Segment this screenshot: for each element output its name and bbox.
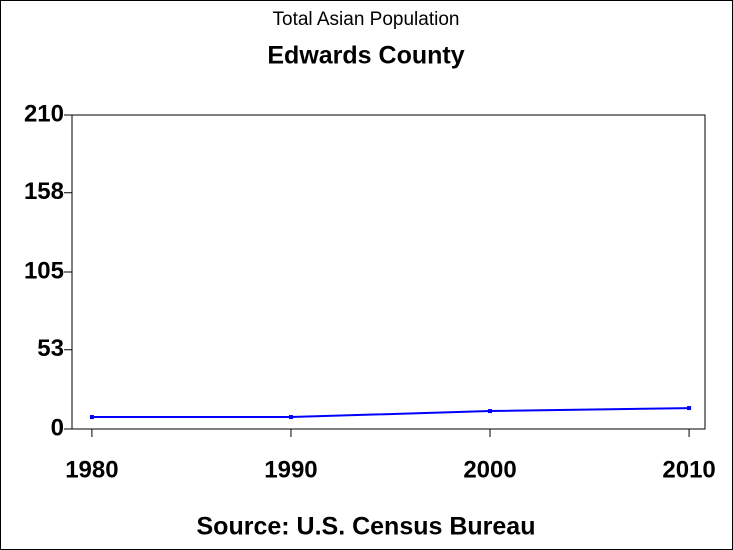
y-tick-label: 0 (51, 414, 64, 441)
y-tick-label: 158 (24, 178, 64, 205)
chart-title: Total Asian Population (273, 9, 460, 30)
x-tick-label: 2000 (463, 456, 516, 483)
y-tick-label: 210 (24, 100, 64, 127)
footnote: Source: U.S. Census Bureau (197, 513, 536, 541)
y-tick-label: 105 (24, 257, 64, 284)
x-tick-label: 2010 (662, 456, 715, 483)
plot-frame (71, 114, 706, 430)
y-tick-label: 53 (37, 335, 64, 362)
data-point (687, 406, 692, 411)
data-point (488, 409, 493, 414)
data-point (89, 415, 94, 420)
data-point (288, 415, 293, 420)
x-tick-label: 1990 (264, 456, 317, 483)
chart-subtitle: Edwards County (267, 42, 464, 70)
series-line (91, 407, 690, 419)
x-tick-label: 1980 (65, 456, 118, 483)
